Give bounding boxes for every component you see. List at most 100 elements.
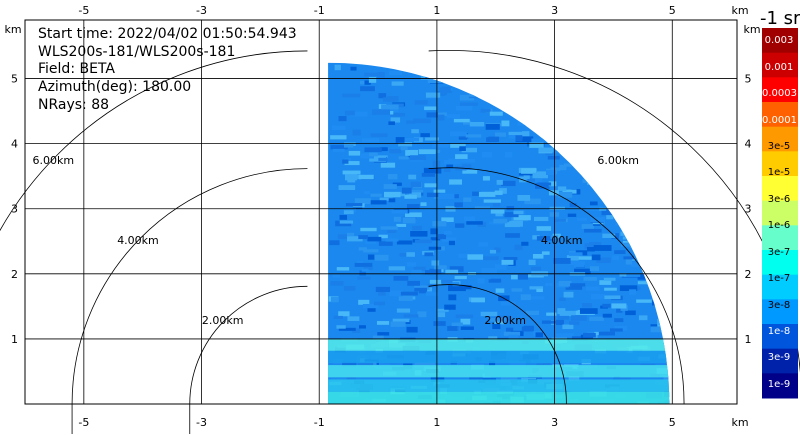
sector-cell (338, 115, 347, 122)
colorbar-label: 3e-9 (767, 352, 791, 364)
sector-cell (332, 148, 345, 153)
sector-cell (463, 216, 476, 222)
sector-cell (449, 266, 464, 272)
sector-cell (642, 161, 661, 167)
sector-cell (337, 234, 350, 240)
colorbar-label: 0.0001 (762, 114, 797, 126)
sector-cell (463, 197, 472, 202)
sector-cell (559, 310, 576, 317)
sector-cell (584, 100, 598, 105)
sector-cell (352, 129, 361, 136)
sector-cell (376, 321, 390, 325)
sector-cell (414, 362, 430, 368)
sector-cell (567, 213, 577, 217)
sector-cell (646, 135, 654, 140)
sector-cell (426, 112, 443, 118)
sector-cell (405, 149, 419, 156)
sector-cell (667, 213, 670, 218)
range-ring-label: 6.00km (597, 154, 639, 167)
sector-cell (559, 297, 566, 302)
sector-cell (431, 68, 445, 73)
sector-cell (406, 204, 420, 209)
x-tick-label: -1 (314, 4, 325, 17)
colorbar-swatch (762, 52, 798, 78)
colorbar-swatch (762, 225, 798, 251)
sector-cell (470, 83, 479, 89)
sector-cell (375, 286, 391, 293)
sector-cell (462, 164, 472, 170)
sector-cell (334, 64, 341, 71)
sector-cell (426, 192, 440, 198)
sector-cell (589, 266, 600, 272)
sector-cell (489, 317, 506, 322)
sector-cell (555, 120, 566, 124)
sector-cell (664, 191, 670, 196)
sector-cell (387, 229, 397, 233)
sector-cell (374, 301, 385, 306)
sector-cell (509, 361, 526, 367)
range-ring-label: 2.00km (202, 314, 244, 327)
sector-cell (392, 182, 402, 186)
sector-cell (421, 172, 436, 177)
range-ring-right (428, 284, 567, 405)
sector-cell (383, 191, 401, 198)
sector-cell (501, 66, 509, 72)
sector-cell (390, 117, 401, 123)
sector-cell (504, 86, 513, 91)
sector-cell (339, 220, 354, 224)
sector-cell (606, 214, 614, 220)
sector-cell (412, 225, 422, 231)
sector-cell (387, 107, 399, 113)
azimuth-label: Azimuth(deg): 180.00 (38, 79, 192, 95)
sector-cell (441, 279, 458, 284)
sector-cell (506, 206, 515, 211)
sector-cell (425, 92, 441, 98)
sector-cell (590, 293, 606, 300)
colorbar-label: 3e-6 (767, 193, 791, 205)
sector-cell (471, 297, 485, 303)
sector-cell (554, 90, 562, 94)
sector-cell (523, 113, 537, 119)
sector-cell (388, 266, 406, 271)
colorbar-label: 0.003 (764, 35, 794, 47)
sector-cell (361, 268, 369, 272)
sector-cell (557, 315, 570, 320)
y-unit-label: km (4, 23, 21, 36)
sector-cell (647, 229, 661, 235)
sector-cell (429, 279, 442, 285)
sector-cell (391, 209, 408, 214)
sector-cell (333, 315, 343, 319)
sector-cell (459, 94, 475, 101)
sector-cell (521, 116, 533, 121)
sector-cell (477, 70, 495, 74)
sector-cell (570, 87, 583, 92)
sector-cell (529, 296, 545, 300)
x-tick-label: 3 (551, 4, 558, 17)
sector-cell (389, 290, 403, 297)
sector-cell (492, 203, 500, 207)
sector-cell (617, 147, 631, 154)
sector-cell (589, 316, 604, 321)
field-label: Field: BETA (38, 61, 115, 77)
sector-cell (591, 254, 601, 261)
sector-cell (359, 325, 366, 329)
sector-cell (358, 247, 367, 251)
sector-cell (581, 150, 591, 154)
sector-cell (404, 65, 415, 71)
sector-cell (379, 197, 393, 201)
sector-cell (343, 210, 354, 215)
sector-cell (489, 111, 503, 116)
sector-cell (562, 324, 574, 330)
sector-cell (535, 183, 550, 189)
sector-cell (546, 312, 557, 316)
sector-cell (387, 95, 399, 102)
sector-cell (529, 286, 544, 290)
sector-cell (607, 102, 616, 107)
sector-cell (650, 326, 664, 333)
sector-cell (577, 159, 591, 163)
sector-cell (558, 280, 572, 287)
sector-cell (410, 230, 428, 237)
sector-cell (449, 179, 463, 185)
sector-cell (478, 242, 489, 247)
colorbar-swatch (762, 151, 798, 177)
